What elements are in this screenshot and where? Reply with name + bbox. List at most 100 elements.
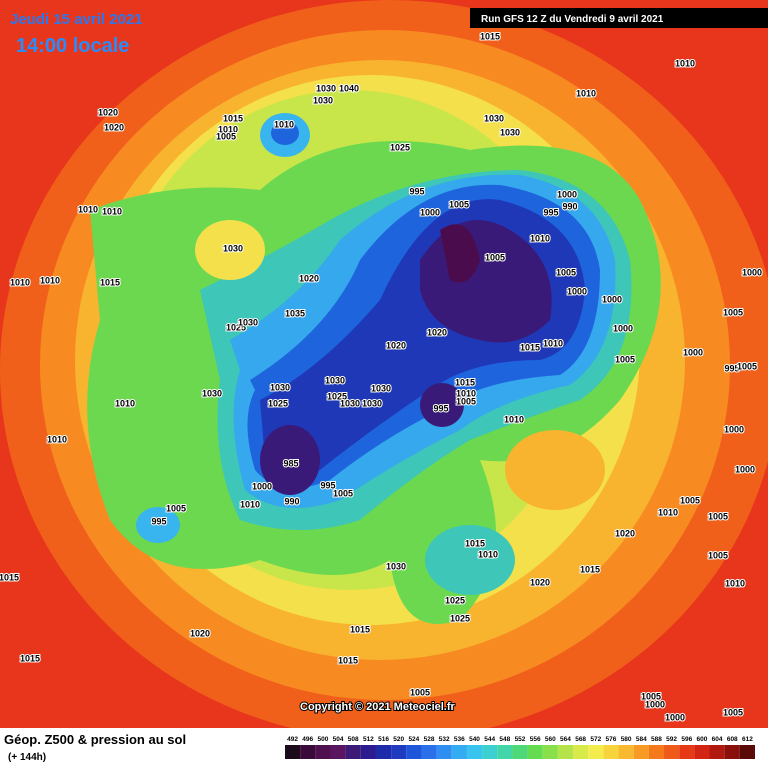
isobar-label: 1010: [10, 277, 30, 287]
isobar-label: 995: [409, 186, 424, 196]
isobar-label: 1030: [202, 388, 222, 398]
scale-label: 492: [287, 736, 298, 743]
scale-label: 564: [560, 736, 571, 743]
isobar-label: 1015: [20, 653, 40, 663]
isobar-label: 1020: [299, 273, 319, 283]
isobar-label: 1015: [350, 624, 370, 634]
isobar-label: 1005: [410, 687, 430, 697]
scale-cell: [360, 745, 376, 759]
isobar-label: 1010: [274, 119, 294, 129]
scale-cell: [512, 745, 528, 759]
scale-label: 556: [530, 736, 541, 743]
run-box: [470, 8, 768, 28]
isobar-label: 1025: [327, 391, 347, 401]
isobar-label: 1030: [484, 113, 504, 123]
isobar-label: 1010: [504, 414, 524, 424]
isobar-label: 1005: [449, 199, 469, 209]
scale-label: 572: [590, 736, 601, 743]
isobar-label: 1005: [485, 252, 505, 262]
isobar-label: 1025: [450, 613, 470, 623]
scale-cell: [315, 745, 331, 759]
isobar-label: 1010: [658, 507, 678, 517]
scale-label: 604: [712, 736, 723, 743]
scale-cell: [436, 745, 452, 759]
scale-label: 528: [424, 736, 435, 743]
isobar-label: 1005: [556, 267, 576, 277]
isobar-label: 1010: [675, 58, 695, 68]
isobar-label: 1000: [613, 323, 633, 333]
isobar-label: 1010: [78, 204, 98, 214]
isobar-label: 1010: [218, 124, 238, 134]
isobar-label: 1005: [723, 307, 743, 317]
scale-cell: [466, 745, 483, 759]
scale-label: 512: [363, 736, 374, 743]
scale-label: 552: [515, 736, 526, 743]
scale-cell: [497, 745, 513, 759]
isobar-label: 1005: [737, 361, 757, 371]
isobar-label: 990: [562, 201, 577, 211]
isobar-label: 1015: [580, 564, 600, 574]
isobar-label: 1025: [268, 398, 288, 408]
scale-cell: [375, 745, 392, 759]
scale-cell: [391, 745, 407, 759]
isobar-label: 1005: [216, 131, 236, 141]
scale-cell: [482, 745, 498, 759]
isobar-label: 1000: [557, 189, 577, 199]
isobar-label: 1010: [115, 398, 135, 408]
isobar-label: 1030: [270, 382, 290, 392]
scale-label: 496: [302, 736, 313, 743]
isobar-label: 995: [433, 403, 448, 413]
scale-label: 516: [378, 736, 389, 743]
isobar-label: 1025: [445, 595, 465, 605]
scale-label: 596: [681, 736, 692, 743]
color-scale: 492 496 500 504 508 512 516 520 524 528 532 536 540 5…: [285, 736, 755, 759]
isobar-label: 1000: [602, 294, 622, 304]
isobar-label: 1025: [390, 142, 410, 152]
scale-label: 524: [408, 736, 419, 743]
scale-label: 600: [697, 736, 708, 743]
isobar-label: 1020: [98, 107, 118, 117]
isobar-label: 1005: [680, 495, 700, 505]
scale-cell: [588, 745, 604, 759]
isobar-label: 1005: [708, 550, 728, 560]
scale-cell: [451, 745, 467, 759]
isobar-label: 1000: [665, 712, 685, 722]
isobar-label: 1015: [520, 342, 540, 352]
isobar-label: 1015: [455, 377, 475, 387]
copyright: Copyright © 2021 Meteociel.fr: [300, 701, 456, 713]
isobar-label: 1030: [362, 398, 382, 408]
isobar-label: 1000: [567, 286, 587, 296]
isobar-label: 1010: [543, 338, 563, 348]
isobar-label: 1000: [735, 464, 755, 474]
isobar-label: 990: [284, 496, 299, 506]
scale-label: 560: [545, 736, 556, 743]
scale-cell: [603, 745, 619, 759]
isobar-label: 995: [724, 363, 739, 373]
scale-label: 500: [317, 736, 328, 743]
isobar-label: 985: [283, 458, 298, 468]
isobar-label: 1020: [427, 327, 447, 337]
isobar-label: 1010: [102, 206, 122, 216]
scale-label: 588: [651, 736, 662, 743]
scale-cell: [739, 745, 755, 759]
isobar-label: 1030: [238, 317, 258, 327]
scale-label: 580: [621, 736, 632, 743]
scale-cell: [285, 745, 301, 759]
isobar-label: 1020: [615, 528, 635, 538]
scale-cell: [709, 745, 725, 759]
isobar-label: 1020: [190, 628, 210, 638]
isobar-label: 1005: [333, 488, 353, 498]
scale-label: 548: [499, 736, 510, 743]
isobar-label: 1015: [0, 572, 19, 582]
isobar-label: 1030: [223, 243, 243, 253]
isobar-label: 1040: [339, 83, 359, 93]
scale-cell: [542, 745, 558, 759]
isobar-label: 1010: [47, 434, 67, 444]
isobar-label: 1035: [285, 308, 305, 318]
isobar-label: 1015: [480, 31, 500, 41]
isobar-label: 1000: [252, 481, 272, 491]
time-title: 14:00 locale: [16, 35, 129, 57]
isobar-label: 1005: [615, 354, 635, 364]
